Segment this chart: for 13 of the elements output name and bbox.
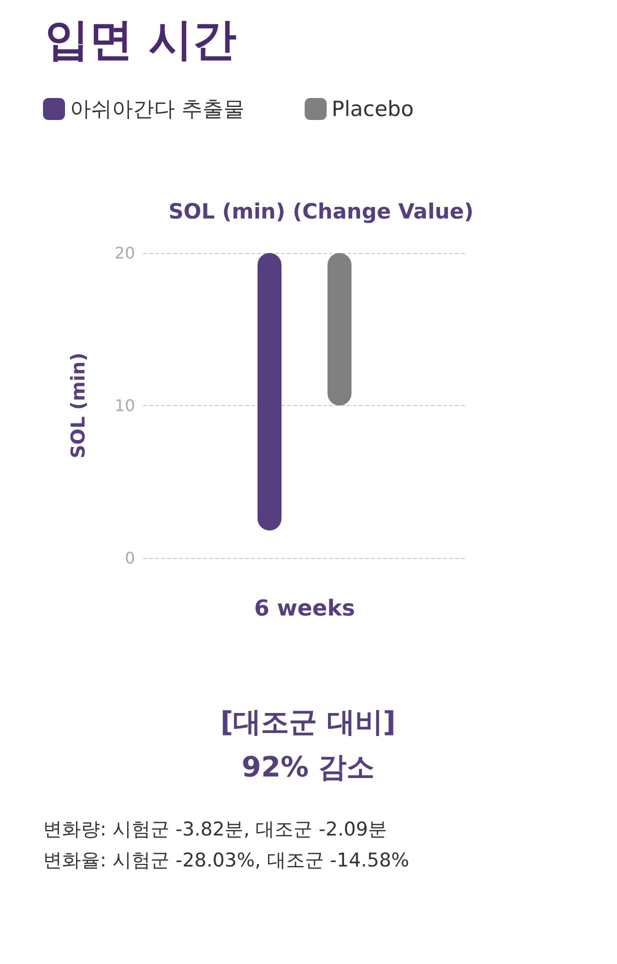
y-tick-label: 20 [114, 244, 135, 262]
y-tick-label: 10 [114, 396, 135, 415]
text: [대조군 대비] [220, 706, 396, 738]
chart-title: 입면 시간 [45, 14, 236, 66]
legend-label: 아쉬아간다 추출물 [70, 97, 245, 121]
chart-subtitle: SOL (min) (Change Value) [168, 200, 474, 224]
y-axis-title: SOL (min) [68, 352, 90, 458]
text: 92% 감소 [242, 750, 374, 784]
x-tick-label: 6 weeks [254, 596, 355, 622]
y-tick-label: 0 [124, 548, 135, 568]
text: 변화율: 시험군 -28.03%, 대조군 -14.58% [43, 850, 410, 872]
text: 변화량: 시험군 -3.82분, 대조군 -2.09분 [43, 818, 387, 840]
legend-label: Placebo [332, 97, 414, 121]
